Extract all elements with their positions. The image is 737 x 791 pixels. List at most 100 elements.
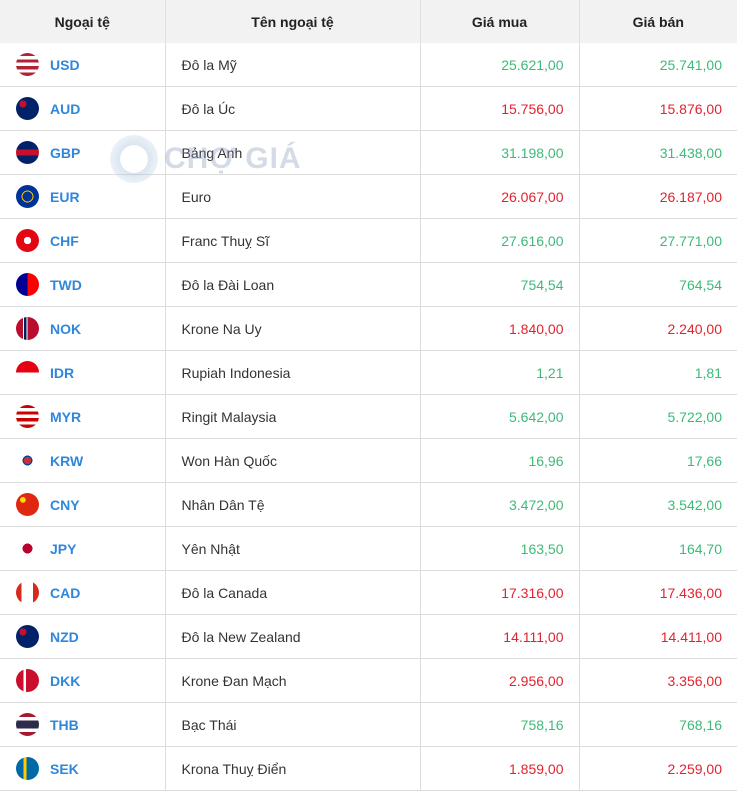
currency-code-link[interactable]: TWD [50,276,82,293]
sell-price: 17,66 [579,438,737,483]
buy-price: 14.111,00 [420,614,580,659]
currency-code-link[interactable]: GBP [50,144,81,161]
sell-price: 31.438,00 [579,130,737,175]
table-row: JPY Yên Nhật 163,50 164,70 [0,526,737,571]
gbp-flag-icon [16,141,39,164]
dkk-flag-icon [16,669,39,692]
buy-price: 163,50 [420,526,580,571]
table-row: AUD Đô la Úc 15.756,00 15.876,00 [0,86,737,131]
sell-price: 25.741,00 [579,43,737,87]
sell-price: 164,70 [579,526,737,571]
buy-price: 1,21 [420,350,580,395]
table-row: CAD Đô la Canada 17.316,00 17.436,00 [0,570,737,615]
currency-code-link[interactable]: JPY [50,540,77,557]
sell-price: 768,16 [579,702,737,747]
nok-flag-icon [16,317,39,340]
sell-price: 14.411,00 [579,614,737,659]
table-row: KRW Won Hàn Quốc 16,96 17,66 [0,438,737,483]
currency-code-link[interactable]: THB [50,716,79,733]
currency-name: Euro [165,174,421,219]
aud-flag-icon [16,97,39,120]
myr-flag-icon [16,405,39,428]
currency-code-link[interactable]: CHF [50,232,79,249]
idr-flag-icon [16,361,39,384]
table-row: GBP Bảng Anh 31.198,00 31.438,00 [0,130,737,175]
buy-price: 758,16 [420,702,580,747]
currency-code-link[interactable]: AUD [50,100,81,117]
currency-name: Franc Thuỵ Sĩ [165,218,421,263]
header-currency-name: Tên ngoại tệ [165,0,421,43]
cad-flag-icon [16,581,39,604]
currency-code-link[interactable]: IDR [50,364,75,381]
table-row: NOK Krone Na Uy 1.840,00 2.240,00 [0,306,737,351]
sell-price: 1,81 [579,350,737,395]
sell-price: 3.542,00 [579,482,737,527]
currency-code-link[interactable]: NOK [50,320,82,337]
header-currency-code: Ngoại tệ [0,0,166,43]
sell-price: 2.240,00 [579,306,737,351]
table-row: NZD Đô la New Zealand 14.111,00 14.411,0… [0,614,737,659]
buy-price: 17.316,00 [420,570,580,615]
jpy-flag-icon [16,537,39,560]
currency-name: Ringit Malaysia [165,394,421,439]
table-row: EUR Euro 26.067,00 26.187,00 [0,174,737,219]
currency-code-link[interactable]: KRW [50,452,84,469]
currency-name: Đô la Đài Loan [165,262,421,307]
buy-price: 3.472,00 [420,482,580,527]
sell-price: 17.436,00 [579,570,737,615]
buy-price: 31.198,00 [420,130,580,175]
currency-name: Đô la Úc [165,86,421,131]
currency-name: Bảng Anh [165,130,421,175]
table-row: CNY Nhân Dân Tệ 3.472,00 3.542,00 [0,482,737,527]
currency-code-link[interactable]: USD [50,56,80,73]
currency-name: Yên Nhật [165,526,421,571]
currency-name: Đô la Canada [165,570,421,615]
cny-flag-icon [16,493,39,516]
sell-price: 26.187,00 [579,174,737,219]
buy-price: 2.956,00 [420,658,580,703]
currency-code-link[interactable]: SEK [50,760,79,777]
nzd-flag-icon [16,625,39,648]
currency-name: Krone Na Uy [165,306,421,351]
buy-price: 1.840,00 [420,306,580,351]
table-row: USD Đô la Mỹ 25.621,00 25.741,00 [0,43,737,87]
sell-price: 5.722,00 [579,394,737,439]
buy-price: 15.756,00 [420,86,580,131]
buy-price: 27.616,00 [420,218,580,263]
table-row: MYR Ringit Malaysia 5.642,00 5.722,00 [0,394,737,439]
currency-name: Rupiah Indonesia [165,350,421,395]
thb-flag-icon [16,713,39,736]
sell-price: 27.771,00 [579,218,737,263]
currency-name: Đô la Mỹ [165,43,421,87]
table-row: DKK Krone Đan Mạch 2.956,00 3.356,00 [0,658,737,703]
currency-code-link[interactable]: NZD [50,628,79,645]
sell-price: 15.876,00 [579,86,737,131]
buy-price: 26.067,00 [420,174,580,219]
usd-flag-icon [16,53,39,76]
sell-price: 764,54 [579,262,737,307]
header-sell-price: Giá bán [579,0,737,43]
currency-code-link[interactable]: MYR [50,408,82,425]
currency-name: Krone Đan Mạch [165,658,421,703]
currency-name: Đô la New Zealand [165,614,421,659]
buy-price: 754,54 [420,262,580,307]
currency-code-link[interactable]: DKK [50,672,81,689]
currency-name: Nhân Dân Tệ [165,482,421,527]
currency-code-link[interactable]: CAD [50,584,81,601]
table-row: IDR Rupiah Indonesia 1,21 1,81 [0,350,737,395]
header-buy-price: Giá mua [420,0,580,43]
sek-flag-icon [16,757,39,780]
currency-code-link[interactable]: CNY [50,496,80,513]
sell-price: 3.356,00 [579,658,737,703]
table-row: CHF Franc Thuỵ Sĩ 27.616,00 27.771,00 [0,218,737,263]
currency-name: Bạc Thái [165,702,421,747]
buy-price: 25.621,00 [420,43,580,87]
twd-flag-icon [16,273,39,296]
currency-code-link[interactable]: EUR [50,188,80,205]
krw-flag-icon [16,449,39,472]
table-header: Ngoại tệ Tên ngoại tệ Giá mua Giá bán [0,0,737,43]
buy-price: 5.642,00 [420,394,580,439]
eur-flag-icon [16,185,39,208]
table-row: THB Bạc Thái 758,16 768,16 [0,702,737,747]
